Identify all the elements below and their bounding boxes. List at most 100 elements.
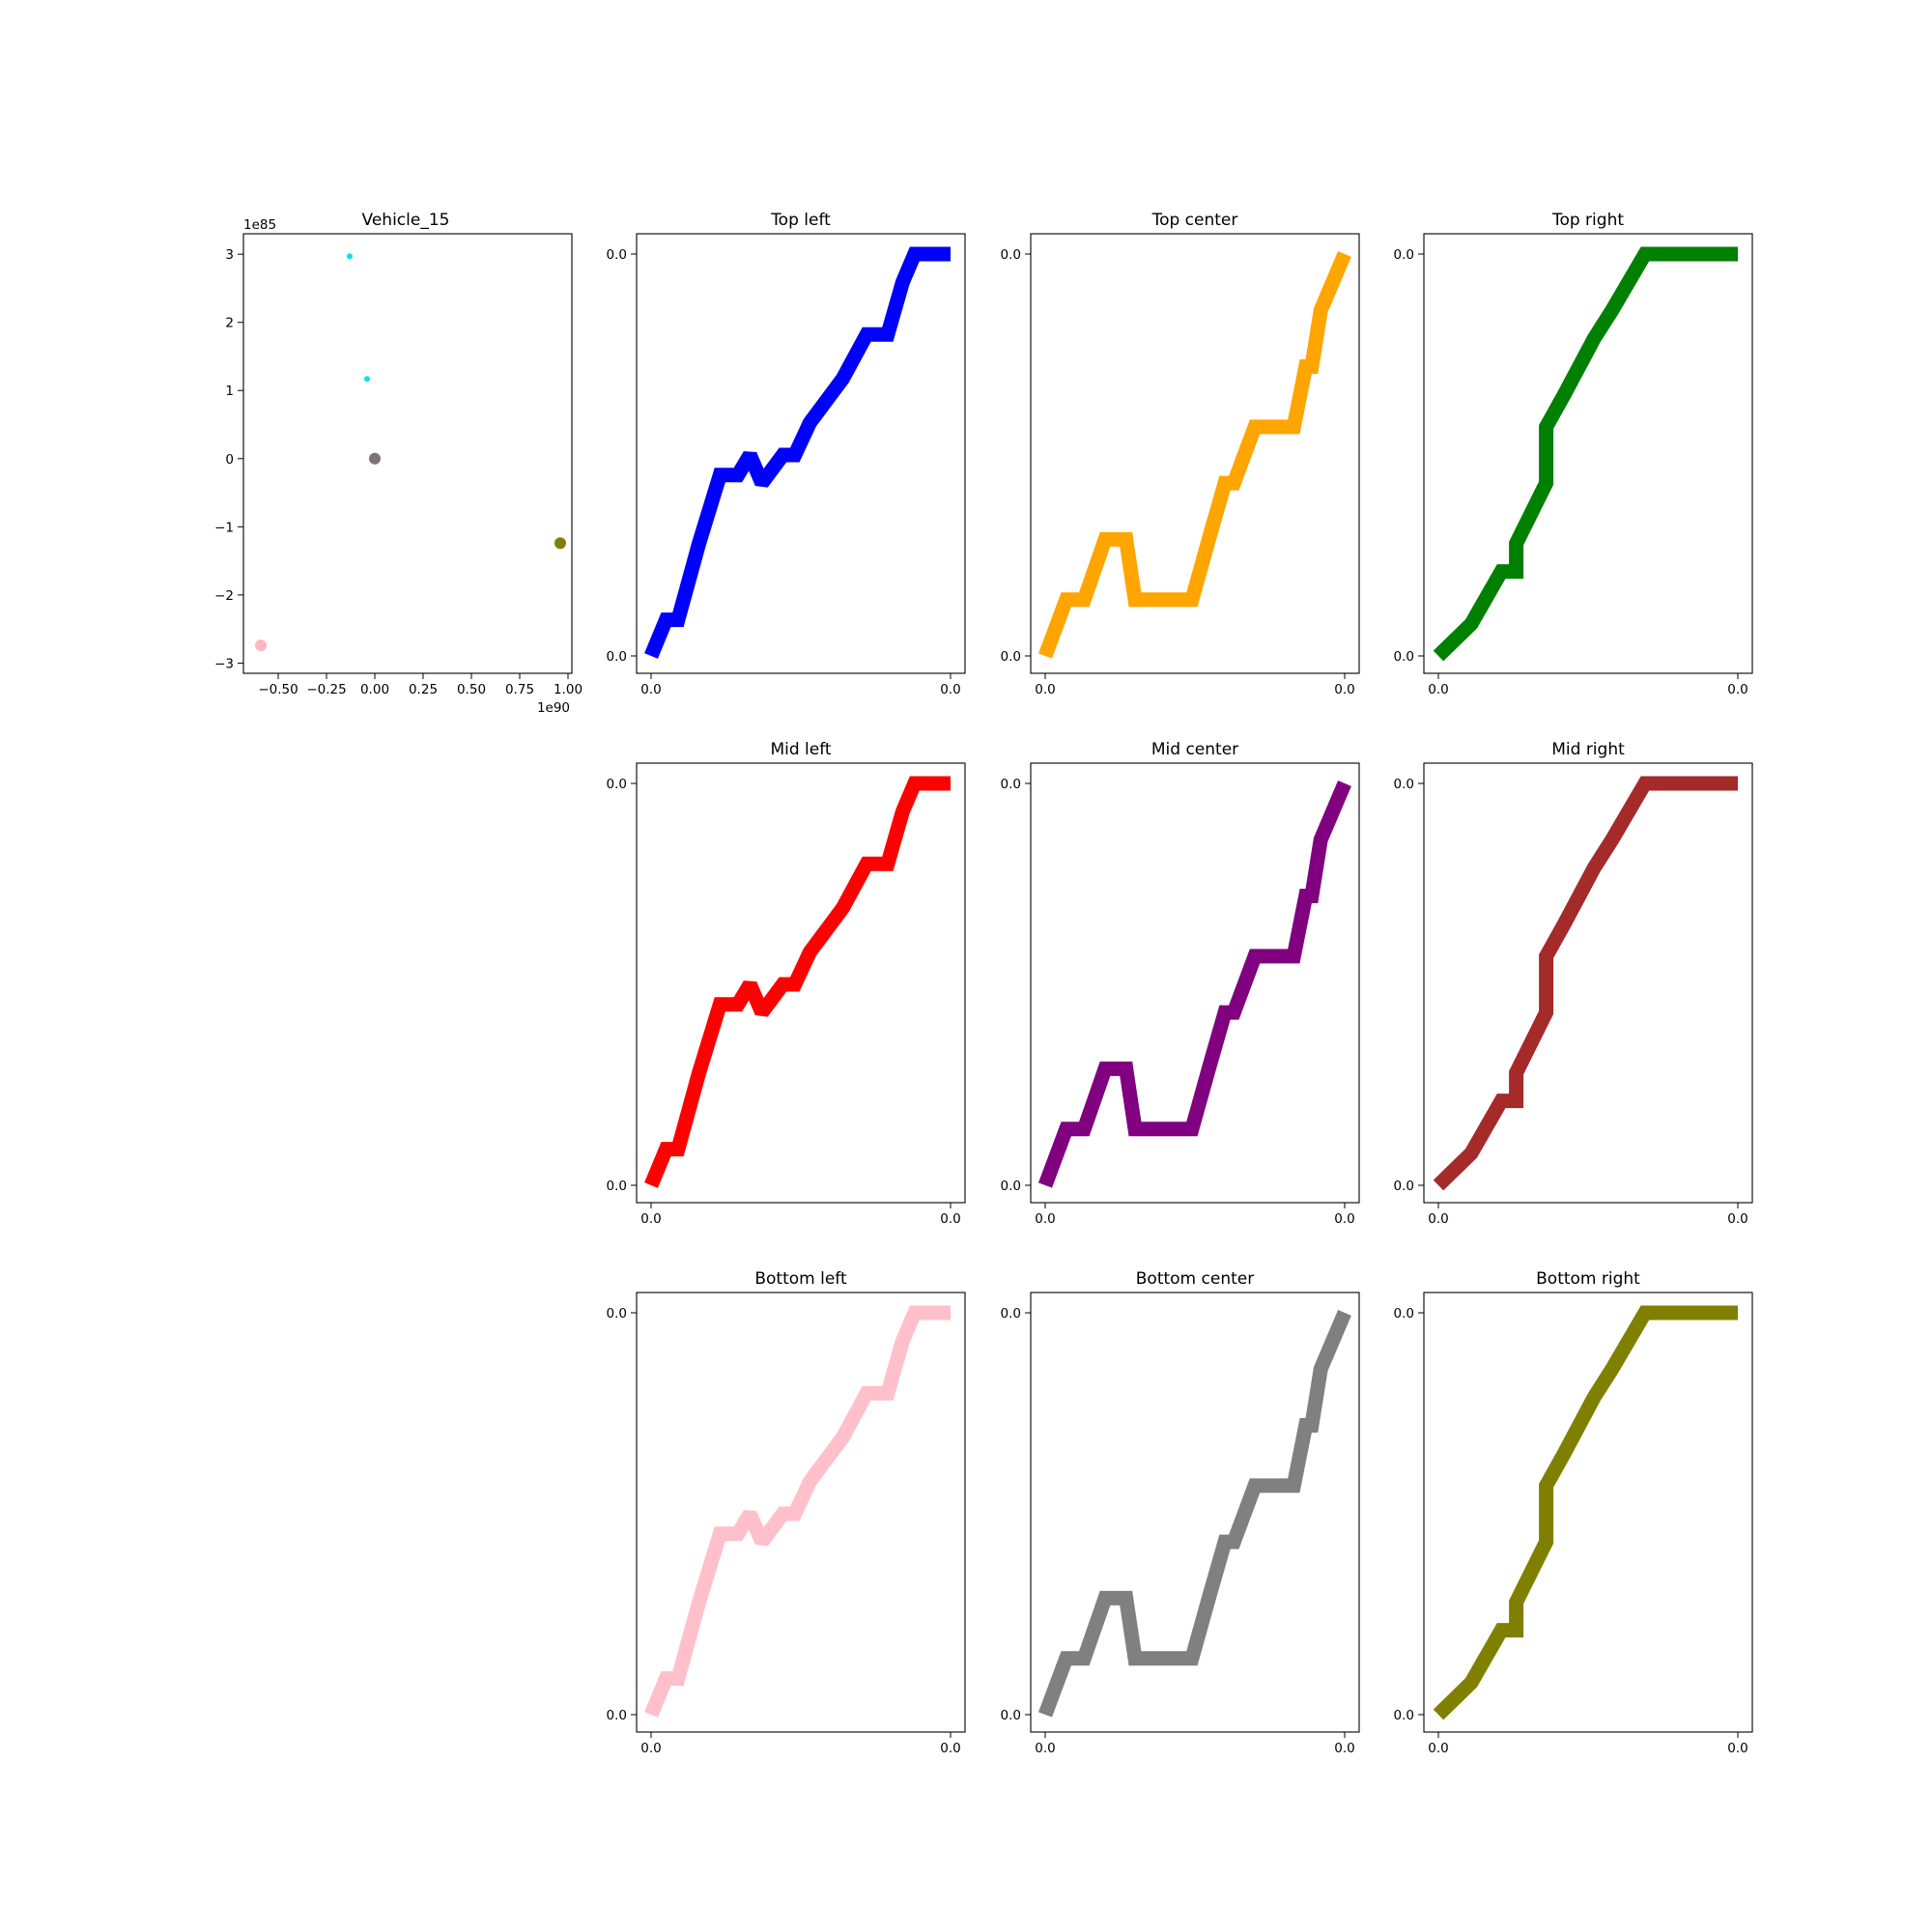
subplot-bottom-center: Bottom center 0.0 0.0 0.0 0.0 xyxy=(1001,1269,1360,1756)
x-tick-label: 0.00 xyxy=(360,682,389,697)
scatter-point xyxy=(347,253,353,260)
scatter-point xyxy=(554,537,566,550)
subplot-frame xyxy=(1030,762,1360,1204)
x-tick-label: 0.0 xyxy=(1035,1741,1055,1756)
x-tick-label: 0.0 xyxy=(940,682,960,697)
x-tick-label: 0.25 xyxy=(409,682,438,697)
subplot-frame xyxy=(1423,1292,1753,1733)
x-tick-label: 0.0 xyxy=(1334,1741,1354,1756)
scatter-frame xyxy=(242,233,573,674)
subplot-title: Mid right xyxy=(1551,740,1625,759)
scatter-point xyxy=(364,376,370,383)
y-tick-label: 0 xyxy=(225,452,234,468)
x-tick-label: 0.0 xyxy=(1727,682,1747,697)
plot-area: 0.0 0.0 0.0 0.0 xyxy=(607,1305,961,1756)
y-tick-label: 0.0 xyxy=(607,1306,627,1321)
y-exponent-label: 1e85 xyxy=(243,217,276,233)
subplot-title: Mid center xyxy=(1151,740,1238,759)
plot-area: 0.0 0.0 0.0 0.0 xyxy=(607,776,961,1227)
subplot-mid-right: Mid right 0.0 0.0 0.0 0.0 xyxy=(1394,740,1753,1227)
subplot-top-left: Top left 0.0 0.0 0.0 0.0 xyxy=(607,211,966,697)
y-tick-label: −1 xyxy=(214,520,234,535)
series-line xyxy=(1037,251,1351,659)
subplot-mid-left: Mid left 0.0 0.0 0.0 0.0 xyxy=(607,740,966,1227)
y-tick-label: 0.0 xyxy=(1001,777,1021,792)
subplot-frame xyxy=(636,1292,966,1733)
scatter-point xyxy=(255,639,267,652)
scatter-subplot: Vehicle_15 1e85 1e90 −3 −2 −1 0 1 2 3 −0.50 −0.2… xyxy=(214,211,582,716)
x-tick-label: 0.0 xyxy=(640,682,661,697)
subplot-bottom-left: Bottom left 0.0 0.0 0.0 0.0 xyxy=(607,1269,966,1756)
y-tick-label: 0.0 xyxy=(1001,1179,1021,1194)
y-tick-label: 0.0 xyxy=(1394,649,1414,665)
subplot-bottom-right: Bottom right 0.0 0.0 0.0 0.0 xyxy=(1394,1269,1753,1756)
series-line xyxy=(1433,1305,1738,1720)
x-tick-label: 0.0 xyxy=(1428,1211,1448,1227)
subplot-top-right: Top right 0.0 0.0 0.0 0.0 xyxy=(1394,211,1753,697)
subplot-frame xyxy=(1423,762,1753,1204)
x-tick-label: 0.0 xyxy=(1428,682,1448,697)
plot-area: 0.0 0.0 0.0 0.0 xyxy=(1001,777,1355,1227)
subplot-frame xyxy=(636,233,966,674)
y-tick-label: 0.0 xyxy=(607,247,627,263)
x-tick-label: 0.0 xyxy=(1035,682,1055,697)
subplot-mid-center: Mid center 0.0 0.0 0.0 0.0 xyxy=(1001,740,1360,1227)
subplot-title: Top left xyxy=(770,211,831,230)
plot-area: 0.0 0.0 0.0 0.0 xyxy=(607,246,961,697)
y-tick-label: 0.0 xyxy=(1001,1306,1021,1321)
subplot-frame xyxy=(1030,233,1360,674)
y-tick-label: −2 xyxy=(214,588,234,604)
y-tick-label: −3 xyxy=(214,656,234,671)
subplot-frame xyxy=(1423,233,1753,674)
series-line xyxy=(644,776,951,1188)
series-line xyxy=(1433,246,1738,662)
x-tick-label: 0.0 xyxy=(940,1741,960,1756)
scatter-point xyxy=(369,452,381,465)
scatter-title: Vehicle_15 xyxy=(362,211,450,230)
subplot-title: Bottom left xyxy=(754,1269,847,1289)
y-tick-label: 0.0 xyxy=(607,649,627,665)
y-tick-label: 0.0 xyxy=(1001,247,1021,263)
series-line xyxy=(1037,1310,1351,1718)
subplot-title: Bottom right xyxy=(1536,1269,1640,1289)
plot-area: 0.0 0.0 0.0 0.0 xyxy=(1394,1305,1748,1756)
y-tick-label: 0.0 xyxy=(1001,649,1021,665)
plot-area: 0.0 0.0 0.0 0.0 xyxy=(1001,1306,1355,1756)
x-exponent-label: 1e90 xyxy=(537,700,570,716)
x-tick-label: 0.75 xyxy=(505,682,534,697)
x-tick-label: 0.50 xyxy=(457,682,486,697)
series-line xyxy=(1037,781,1351,1188)
x-tick-label: −0.25 xyxy=(306,682,346,697)
y-tick-label: 0.0 xyxy=(1001,1708,1021,1723)
x-tick-label: 0.0 xyxy=(1334,682,1354,697)
x-tick-label: 0.0 xyxy=(1334,1211,1354,1227)
plot-area: 0.0 0.0 0.0 0.0 xyxy=(1394,246,1748,697)
y-tick-label: 0.0 xyxy=(607,1179,627,1194)
plot-area: 0.0 0.0 0.0 0.0 xyxy=(1394,776,1748,1227)
y-tick-label: 0.0 xyxy=(1394,1708,1414,1723)
x-tick-label: 0.0 xyxy=(1727,1211,1747,1227)
plot-area: 0.0 0.0 0.0 0.0 xyxy=(1001,247,1355,697)
series-line xyxy=(644,246,951,659)
subplot-title: Top right xyxy=(1551,211,1624,230)
x-tick-label: 0.0 xyxy=(1727,1741,1747,1756)
y-tick-label: 0.0 xyxy=(1394,1306,1414,1321)
subplot-top-center: Top center 0.0 0.0 0.0 0.0 xyxy=(1001,211,1360,697)
subplot-frame xyxy=(1030,1292,1360,1733)
subplot-title: Top center xyxy=(1151,211,1238,230)
series-line xyxy=(1433,776,1738,1191)
x-tick-label: 1.00 xyxy=(554,682,582,697)
y-tick-label: 0.0 xyxy=(1394,247,1414,263)
x-tick-label: 0.0 xyxy=(640,1211,661,1227)
scatter-content: −3 −2 −1 0 1 2 3 −0.50 −0.25 0.00 0.25 0.50 0.75 1.00 xyxy=(214,247,582,697)
y-tick-label: 3 xyxy=(225,247,234,263)
y-tick-label: 0.0 xyxy=(607,777,627,792)
y-tick-label: 0.0 xyxy=(607,1708,627,1723)
x-tick-label: −0.50 xyxy=(258,682,298,697)
x-tick-label: 0.0 xyxy=(940,1211,960,1227)
subplot-frame xyxy=(636,762,966,1204)
y-tick-label: 2 xyxy=(225,316,234,331)
x-tick-label: 0.0 xyxy=(640,1741,661,1756)
